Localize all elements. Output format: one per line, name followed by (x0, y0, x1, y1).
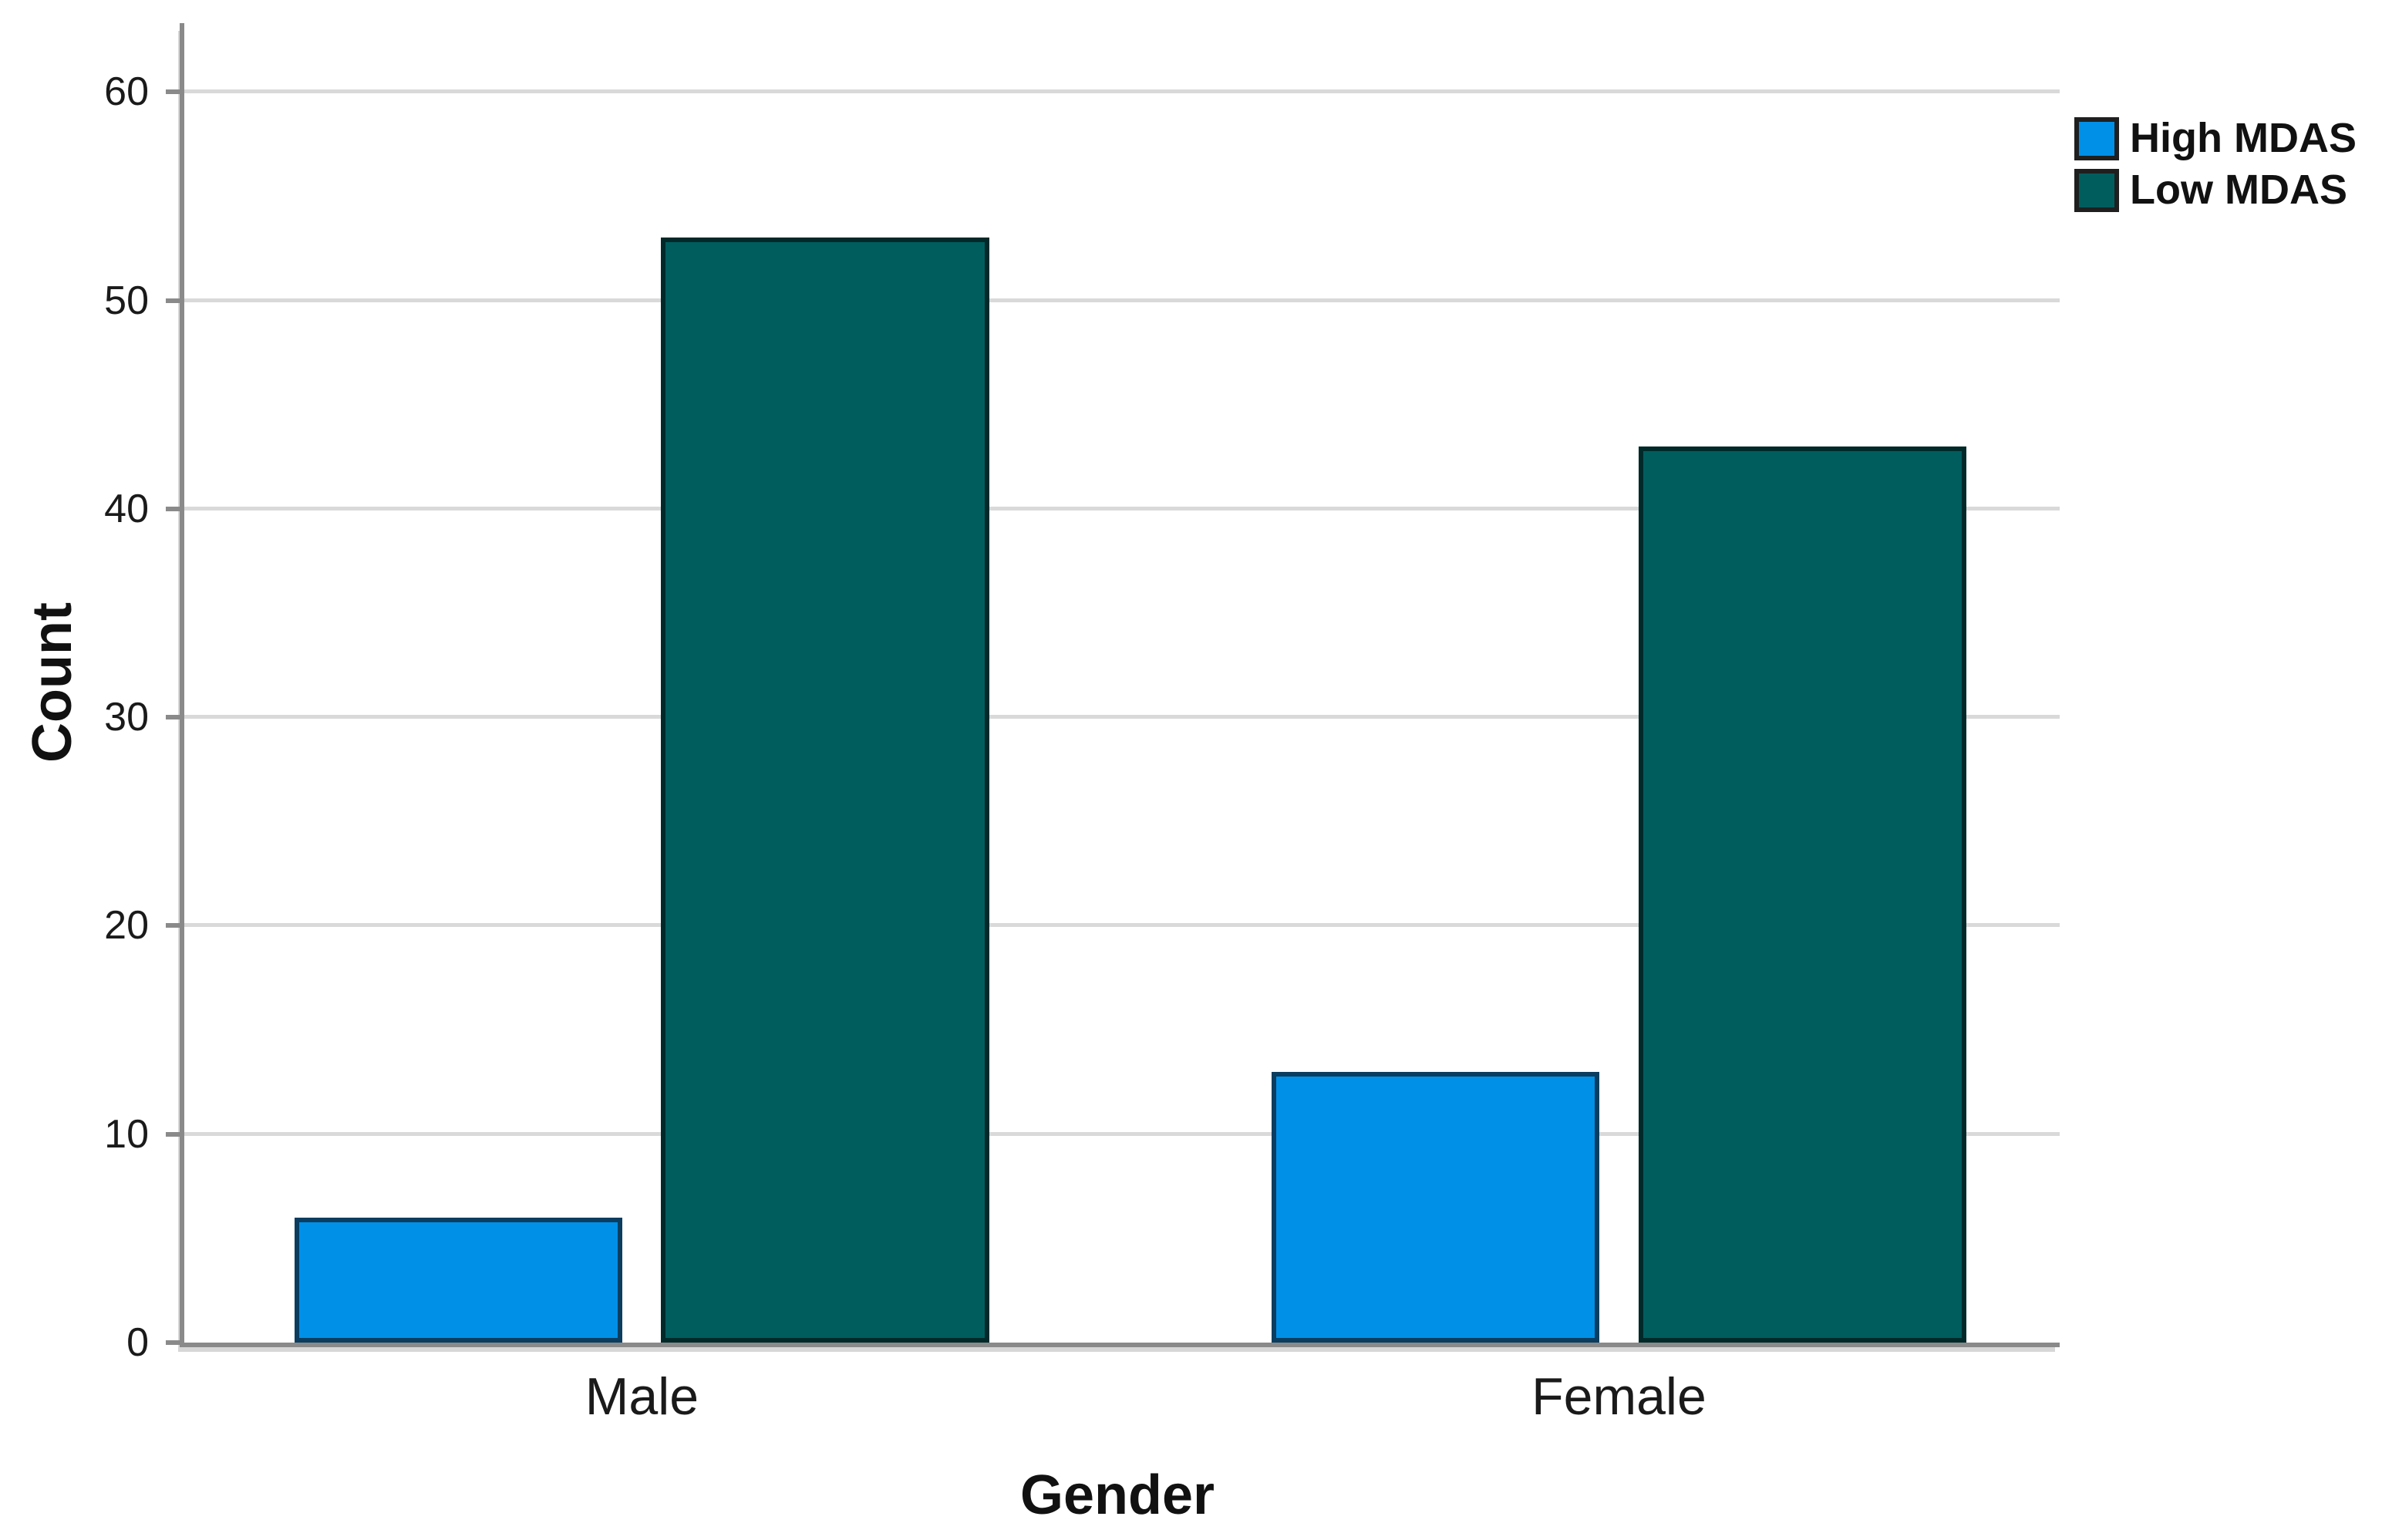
y-tick-mark-50 (166, 298, 184, 303)
y-tick-mark-0 (166, 1340, 184, 1345)
y-tick-label-50: 50 (104, 278, 149, 323)
legend-item-low-mdas: Low MDAS (2074, 167, 2357, 213)
y-axis-title: Count (22, 602, 83, 763)
bar-male-low-mdas (661, 238, 990, 1343)
legend: High MDAS Low MDAS (2074, 115, 2357, 220)
y-tick-mark-10 (166, 1131, 184, 1137)
y-tick-label-30: 30 (104, 695, 149, 740)
y-tick-mark-30 (166, 715, 184, 720)
gridline-y-20 (184, 923, 2060, 928)
bar-female-low-mdas (1638, 446, 1967, 1343)
plot-area: 0 10 20 30 40 50 60 Male Female (104, 23, 2060, 1423)
legend-item-high-mdas: High MDAS (2074, 115, 2357, 161)
legend-swatch-low-mdas (2074, 169, 2119, 213)
legend-swatch-high-mdas (2074, 116, 2119, 160)
gridline-y-10 (184, 1131, 2060, 1136)
y-tick-mark-60 (166, 89, 184, 95)
gridline-y-30 (184, 715, 2060, 719)
y-tick-label-0: 0 (126, 1320, 149, 1365)
y-tick-label-40: 40 (104, 486, 149, 531)
y-tick-label-10: 10 (104, 1111, 149, 1157)
gridline-y-60 (184, 89, 2060, 94)
y-tick-mark-40 (166, 506, 184, 511)
y-tick-mark-20 (166, 923, 184, 928)
y-tick-label-60: 60 (104, 69, 149, 115)
gridline-y-40 (184, 506, 2060, 511)
x-tick-label-male: Male (585, 1367, 699, 1426)
y-tick-label-20: 20 (104, 903, 149, 949)
bar-male-high-mdas (294, 1217, 623, 1343)
bar-female-high-mdas (1271, 1071, 1600, 1343)
gridline-y-50 (184, 298, 2060, 302)
legend-label-low-mdas: Low MDAS (2130, 167, 2347, 214)
x-axis-title: Gender (1019, 1464, 1215, 1526)
x-tick-label-female: Female (1531, 1367, 1706, 1426)
legend-label-high-mdas: High MDAS (2130, 115, 2357, 161)
